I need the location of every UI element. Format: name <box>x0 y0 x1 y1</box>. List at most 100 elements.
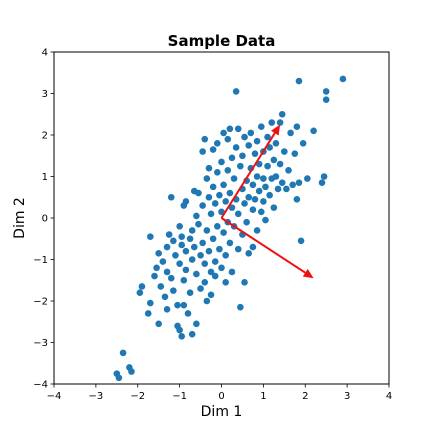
data-point <box>176 326 183 334</box>
data-point <box>220 129 227 137</box>
data-point <box>201 135 209 143</box>
y-axis-label: Dim 2 <box>12 197 28 239</box>
data-point <box>203 227 211 234</box>
data-point <box>245 142 253 149</box>
data-point <box>234 125 242 133</box>
data-point <box>155 249 162 257</box>
data-point <box>224 135 232 143</box>
data-point <box>251 196 259 203</box>
x-tick-label: 2 <box>302 391 308 402</box>
data-point <box>197 285 204 292</box>
data-point <box>245 193 253 201</box>
y-tick-label: 2 <box>42 131 48 142</box>
data-point <box>283 185 290 193</box>
data-point <box>176 223 183 230</box>
data-point <box>281 148 288 155</box>
x-tick-label: −2 <box>130 391 145 402</box>
data-point <box>199 202 206 209</box>
data-point <box>167 193 175 201</box>
data-point <box>249 243 257 251</box>
data-point <box>253 227 261 234</box>
data-point <box>174 301 181 309</box>
data-point <box>276 119 284 126</box>
vector-arrow-head <box>302 268 314 279</box>
data-point <box>318 179 326 187</box>
data-point <box>239 152 246 160</box>
data-point <box>180 276 188 284</box>
data-point <box>165 231 173 238</box>
data-point <box>153 264 160 272</box>
data-point <box>322 88 330 95</box>
data-point <box>176 260 183 267</box>
data-point <box>285 166 292 174</box>
data-point <box>195 189 202 197</box>
data-point <box>291 150 299 157</box>
data-point <box>205 247 213 255</box>
x-tick-label: −4 <box>47 391 62 402</box>
data-point <box>159 258 167 265</box>
chart-title: Sample Data <box>168 32 276 50</box>
data-point <box>155 320 162 328</box>
data-point <box>257 208 265 216</box>
data-point <box>218 158 225 166</box>
data-point <box>255 187 263 195</box>
data-point <box>184 310 192 317</box>
data-point <box>209 146 217 153</box>
data-point <box>178 241 186 249</box>
data-point <box>170 237 177 245</box>
data-point <box>144 310 152 317</box>
data-point <box>226 239 234 247</box>
data-point <box>201 279 209 286</box>
data-point <box>228 204 236 211</box>
y-tick-label: 1 <box>42 172 48 183</box>
data-point <box>270 204 278 211</box>
data-point <box>216 191 223 199</box>
data-point <box>136 289 144 297</box>
x-tick-label: −1 <box>172 391 187 402</box>
data-point <box>226 125 234 133</box>
data-point <box>205 164 213 172</box>
data-point <box>211 200 219 207</box>
data-point <box>182 266 190 274</box>
data-point <box>211 272 219 280</box>
data-point <box>272 140 280 147</box>
data-point <box>180 301 188 309</box>
data-point <box>214 140 221 147</box>
data-point <box>178 332 186 340</box>
data-point <box>272 173 280 180</box>
y-tick-label: −2 <box>33 297 48 308</box>
data-point <box>214 169 221 176</box>
data-point <box>237 303 244 311</box>
data-point <box>199 239 206 247</box>
y-tick-label: −1 <box>33 255 48 266</box>
data-point <box>119 349 127 357</box>
data-point <box>253 137 261 145</box>
x-tick-label: 1 <box>260 391 266 402</box>
vector-arrows <box>220 124 314 279</box>
y-tick-label: −3 <box>33 338 48 349</box>
data-point <box>251 150 259 157</box>
data-point <box>226 189 234 197</box>
data-point <box>232 144 240 151</box>
data-point <box>216 245 223 253</box>
data-point <box>163 306 171 313</box>
data-point <box>188 330 196 338</box>
data-point <box>222 252 229 259</box>
data-point <box>188 256 196 263</box>
data-point <box>278 110 286 118</box>
y-tick-label: 3 <box>42 89 48 100</box>
data-point <box>178 233 186 240</box>
data-point <box>237 162 244 170</box>
x-tick-label: −3 <box>89 391 104 402</box>
data-point <box>276 160 284 168</box>
vector-arrow-shaft <box>220 217 306 274</box>
data-point <box>161 293 169 301</box>
data-point <box>147 299 154 307</box>
data-point <box>234 245 242 253</box>
data-point <box>260 198 267 205</box>
data-point <box>203 175 211 182</box>
data-point <box>186 289 194 297</box>
data-point <box>339 75 347 83</box>
data-point <box>270 156 278 164</box>
